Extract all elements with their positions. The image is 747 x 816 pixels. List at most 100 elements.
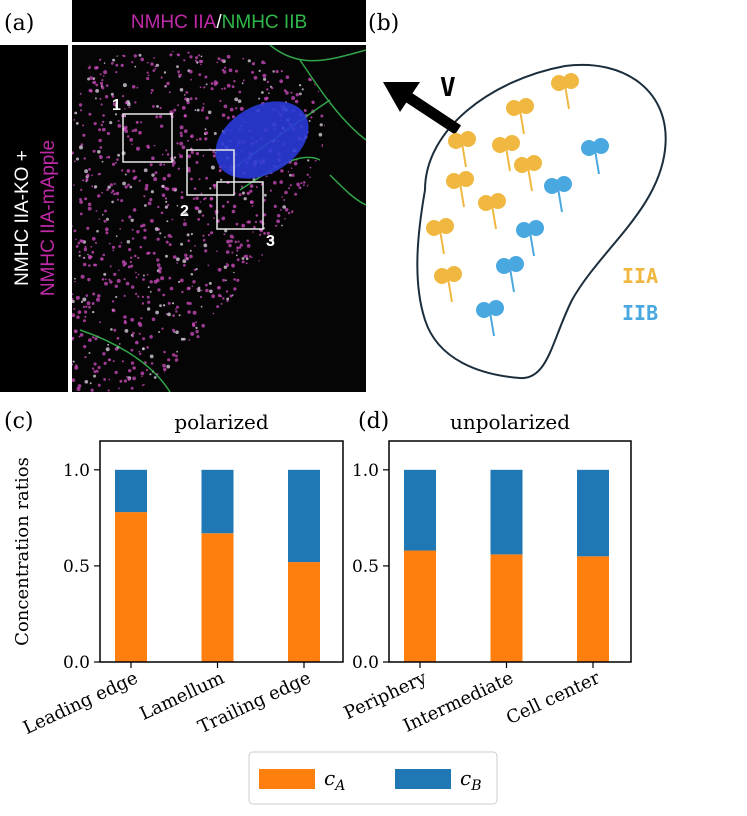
signal-dot (204, 75, 208, 79)
signal-dot (177, 104, 180, 107)
signal-dot (99, 73, 102, 76)
icon-head (518, 98, 534, 114)
signal-dot (118, 269, 120, 272)
signal-dot (290, 167, 293, 169)
signal-dot (77, 384, 82, 388)
signal-dot (231, 251, 234, 254)
signal-dot (111, 308, 116, 313)
signal-dot (102, 75, 105, 77)
signal-dot (84, 197, 88, 201)
signal-dot (280, 70, 283, 73)
signal-dot (111, 162, 116, 166)
signal-dot (146, 71, 149, 74)
signal-dot (129, 137, 134, 142)
signal-dot (225, 279, 227, 282)
signal-dot (95, 210, 98, 212)
signal-dot (242, 79, 245, 82)
signal-dot (107, 343, 110, 346)
signal-dot (154, 67, 157, 70)
signal-dot (209, 187, 212, 190)
signal-dot (203, 243, 208, 248)
signal-dot (170, 235, 173, 238)
signal-dot (159, 106, 162, 110)
signal-dot (210, 87, 214, 91)
signal-dot (87, 206, 92, 211)
icon-head (448, 133, 464, 149)
signal-dot (173, 108, 177, 112)
signal-dot (112, 360, 115, 363)
signal-dot (93, 362, 97, 366)
signal-dot (77, 310, 82, 314)
signal-dot (151, 317, 156, 322)
signal-dot (130, 256, 133, 259)
signal-dot (130, 386, 134, 390)
signal-dot (131, 228, 134, 231)
signal-dot (74, 160, 76, 163)
header-b: NMHC IIB (222, 12, 308, 33)
signal-dot (200, 55, 203, 58)
signal-dot (284, 208, 289, 212)
signal-dot (150, 219, 154, 223)
signal-dot (164, 236, 166, 238)
signal-dot (98, 138, 102, 143)
signal-dot (185, 257, 189, 261)
signal-dot (97, 365, 101, 370)
signal-dot (154, 171, 158, 175)
signal-dot (300, 182, 303, 185)
signal-dot (132, 176, 137, 180)
signal-dot (231, 85, 235, 89)
signal-dot (229, 294, 233, 298)
signal-dot (272, 70, 275, 73)
signal-dot (123, 379, 127, 383)
signal-dot (210, 82, 214, 85)
signal-dot (199, 86, 202, 89)
signal-dot (124, 329, 129, 333)
signal-dot (132, 169, 136, 173)
signal-dot (320, 114, 324, 118)
icon-head (593, 138, 609, 154)
signal-dot (163, 163, 166, 166)
signal-dot (175, 310, 178, 313)
signal-dot (175, 354, 178, 358)
y-tick-label: 0.0 (63, 653, 90, 673)
signal-dot (217, 286, 219, 289)
signal-dot (204, 197, 207, 200)
signal-dot (142, 337, 146, 341)
signal-dot (167, 358, 171, 362)
signal-dot (307, 159, 310, 162)
signal-dot (179, 141, 184, 146)
signal-dot (133, 54, 137, 58)
signal-dot (76, 387, 81, 391)
signal-dot (122, 263, 126, 267)
signal-dot (205, 116, 209, 120)
signal-dot (89, 382, 92, 385)
signal-dot (156, 258, 160, 262)
signal-dot (223, 87, 226, 90)
signal-dot (142, 347, 145, 350)
signal-dot (175, 308, 177, 310)
signal-dot (90, 245, 93, 248)
signal-dot (94, 97, 97, 100)
signal-dot (169, 286, 174, 291)
icon-head (492, 137, 508, 153)
signal-dot (108, 278, 111, 281)
signal-dot (165, 254, 168, 258)
signal-dot (202, 238, 206, 242)
signal-dot (258, 69, 261, 72)
signal-dot (220, 58, 224, 62)
signal-dot (162, 293, 166, 297)
signal-dot (168, 91, 171, 94)
signal-dot (298, 84, 302, 87)
signal-dot (112, 249, 115, 252)
signal-dot (226, 116, 230, 120)
signal-dot (91, 174, 93, 177)
signal-dot (172, 159, 175, 162)
signal-dot (165, 240, 169, 244)
icon-stem (439, 229, 445, 255)
signal-dot (171, 187, 176, 192)
signal-dot (195, 196, 199, 200)
signal-dot (266, 231, 270, 235)
icon-stem (529, 231, 535, 257)
signal-dot (198, 73, 202, 76)
signal-dot (166, 81, 170, 86)
